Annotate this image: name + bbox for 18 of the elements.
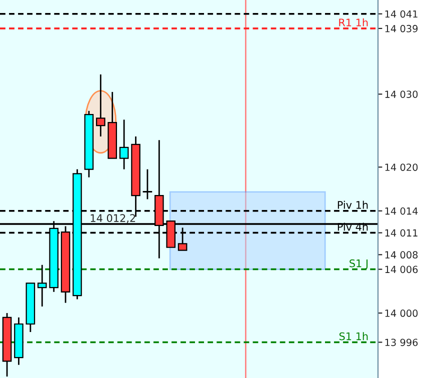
candlestick [119,118,129,170]
y-tick-label: 14 006 [385,266,418,274]
y-tick-label: 14 041 [385,10,418,18]
y-tick-label: 14 039 [385,24,418,32]
candlestick [142,168,152,200]
y-tick-label: 14 000 [385,310,418,317]
y-tick-label: 14 030 [385,90,418,98]
candlestick [96,74,106,138]
y-tick-label: 14 020 [385,164,418,171]
ref-line-label: Piv 1h [338,200,368,209]
y-tick-label: 14 014 [385,207,418,215]
ref-line-label: S1 1h [339,332,368,340]
candlestick [37,264,47,308]
y-tick-label: 14 011 [385,229,418,237]
y-tick-label: 14 008 [385,251,418,259]
ref-line-label: R1 1h [339,18,368,26]
y-tick-label: 13 996 [385,338,418,346]
annotation: 14 012,2 [90,214,136,224]
